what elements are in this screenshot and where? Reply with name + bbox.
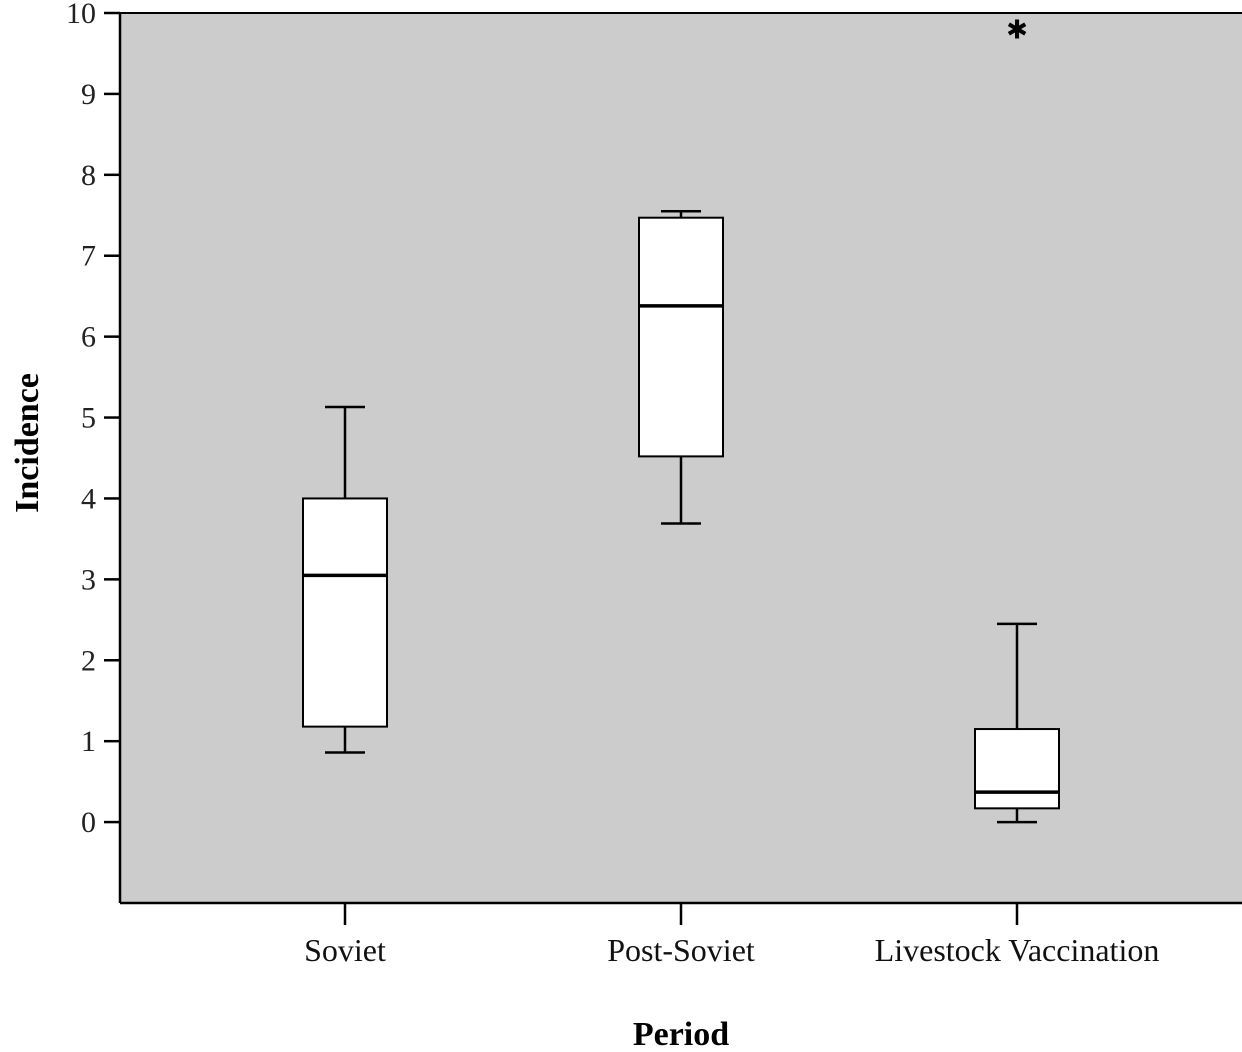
box-livestock-vaccination: ✱: [974, 16, 1060, 824]
iqr-box: [302, 497, 388, 728]
y-tick-label: 0: [81, 806, 96, 839]
y-tick-label: 2: [81, 644, 96, 677]
y-tick-label: 6: [81, 321, 96, 354]
box-post-soviet: [638, 209, 724, 525]
iqr-box: [638, 216, 724, 458]
x-tick-label: Livestock Vaccination: [875, 932, 1160, 968]
y-tick-label: 3: [81, 563, 96, 596]
y-tick-label: 9: [81, 78, 96, 111]
y-tick-label: 1: [81, 725, 96, 758]
x-axis-categories: Soviet Post-Soviet Livestock Vaccination: [304, 903, 1159, 968]
y-tick-label: 8: [81, 159, 96, 192]
y-tick-label: 4: [81, 482, 96, 515]
iqr-box: [974, 728, 1060, 810]
y-axis-title: Incidence: [9, 373, 46, 513]
y-axis-ticks: 0 1 2 3 4 5 6 7 8 9 10: [66, 0, 120, 839]
box-series: ✱: [302, 16, 1060, 824]
box-soviet: [302, 405, 388, 754]
x-tick-label: Soviet: [304, 932, 386, 968]
y-tick-label: 7: [81, 240, 96, 273]
x-axis-title: Period: [633, 1016, 729, 1052]
outlier-point: ✱: [1006, 16, 1028, 46]
x-tick-label: Post-Soviet: [607, 932, 755, 968]
y-tick-label: 10: [66, 0, 96, 30]
y-tick-label: 5: [81, 402, 96, 435]
